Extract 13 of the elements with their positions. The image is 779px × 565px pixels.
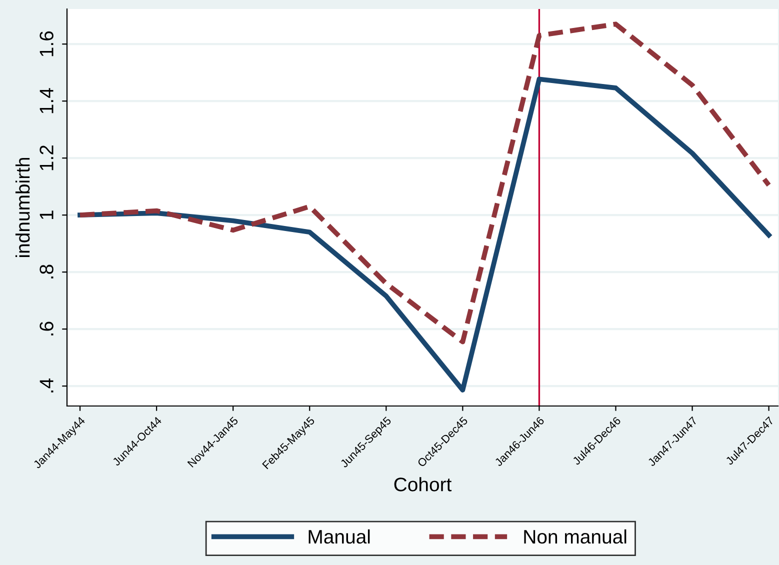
line-series <box>78 76 772 392</box>
legend-label: Non manual <box>524 529 626 544</box>
y-tick-label: .6 <box>40 322 54 336</box>
line-series <box>78 22 772 344</box>
y-axis-title: indnumbirth <box>15 158 30 257</box>
y-tick-label: 1 <box>40 210 54 219</box>
legend-label: Manual <box>308 529 370 544</box>
x-axis-title: Cohort <box>394 477 452 492</box>
y-tick-label: .8 <box>40 264 54 278</box>
y-tick-label: 1.2 <box>40 146 54 170</box>
y-tick-label: .4 <box>40 378 54 392</box>
y-tick-label: 1.6 <box>40 31 54 56</box>
y-tick-label: 1.4 <box>40 88 54 114</box>
